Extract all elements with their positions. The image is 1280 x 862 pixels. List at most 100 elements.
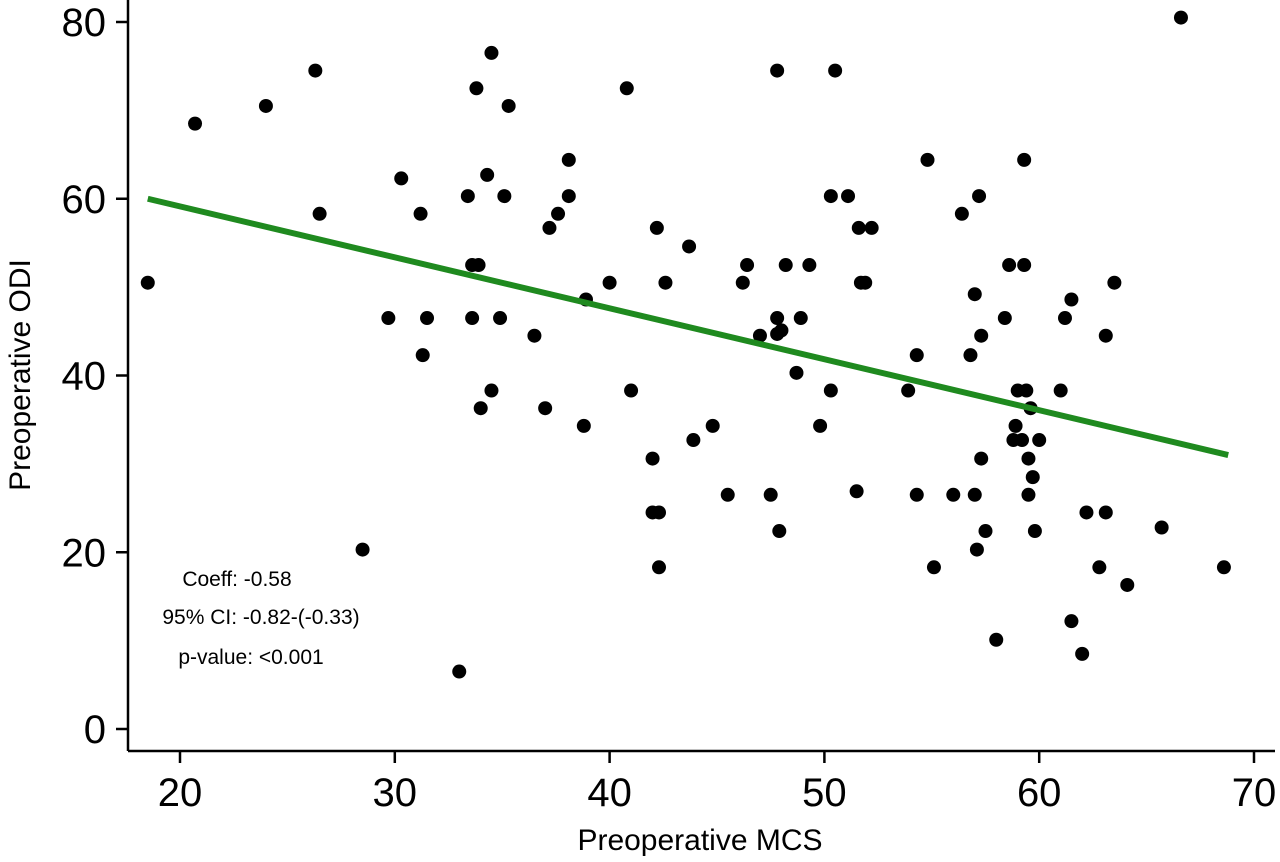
data-point [778, 258, 793, 273]
data-point [312, 206, 327, 221]
y-tick-label: 0 [84, 708, 106, 752]
data-point [752, 328, 767, 343]
data-point [658, 275, 673, 290]
annotation-coeff: Coeff: -0.58 [182, 568, 291, 591]
data-point [1216, 560, 1231, 575]
data-point [1053, 383, 1068, 398]
data-point [471, 258, 486, 273]
x-tick-label: 20 [158, 771, 203, 815]
regression-fit-line [147, 195, 1229, 458]
data-point [740, 258, 755, 273]
data-point [1027, 524, 1042, 539]
data-point [140, 275, 155, 290]
annotation-ci: 95% CI: -0.82-(-0.33) [162, 606, 359, 629]
data-point [460, 189, 475, 204]
data-point [413, 206, 428, 221]
data-point [1057, 311, 1072, 326]
data-point [909, 348, 924, 363]
data-point [484, 383, 499, 398]
data-point [493, 311, 508, 326]
data-point [308, 63, 323, 78]
annotation-pvalue: p-value: <0.001 [178, 646, 323, 669]
data-point [1120, 577, 1135, 592]
x-tick-label: 50 [802, 771, 847, 815]
data-point [720, 487, 735, 502]
data-point [381, 311, 396, 326]
data-point [682, 239, 697, 254]
data-point [497, 189, 512, 204]
data-point [652, 505, 667, 520]
data-point [188, 116, 203, 131]
data-point [1002, 258, 1017, 273]
data-point [1021, 451, 1036, 466]
x-axis-title: Preoperative MCS [577, 824, 822, 857]
data-point [989, 632, 1004, 647]
stats-annotation: Coeff: -0.58 95% CI: -0.82-(-0.33) p-val… [162, 568, 359, 669]
data-point [258, 98, 273, 113]
data-point [909, 487, 924, 502]
data-point [415, 348, 430, 363]
data-point [652, 560, 667, 575]
y-axis-title: Preoperative ODI [4, 259, 37, 491]
data-point [926, 560, 941, 575]
data-point [469, 81, 484, 96]
data-point [649, 220, 664, 235]
data-point [997, 311, 1012, 326]
data-point [972, 189, 987, 204]
data-point [1025, 470, 1040, 485]
data-point [561, 189, 576, 204]
x-axis: 20 30 40 50 60 70 [128, 749, 1277, 815]
plot-area [140, 10, 1231, 679]
data-point [705, 418, 720, 433]
data-point [774, 323, 789, 338]
data-point [1098, 505, 1113, 520]
x-tick-label: 70 [1232, 771, 1277, 815]
data-point [542, 220, 557, 235]
data-point [967, 487, 982, 502]
data-point [1008, 418, 1023, 433]
data-point [1173, 10, 1188, 25]
y-axis: 0 20 40 60 80 [62, 0, 130, 752]
data-point [619, 81, 634, 96]
data-point [602, 275, 617, 290]
data-point [967, 287, 982, 302]
x-tick-label: 60 [1017, 771, 1062, 815]
data-point [920, 152, 935, 167]
data-point [954, 206, 969, 221]
data-point [793, 311, 808, 326]
data-point [849, 484, 864, 499]
data-point [686, 433, 701, 448]
data-point [763, 487, 778, 502]
data-point [473, 401, 488, 416]
data-point [452, 664, 467, 679]
x-tick-label: 40 [587, 771, 632, 815]
data-point [355, 542, 370, 557]
data-point [969, 542, 984, 557]
data-point [813, 418, 828, 433]
data-point [1098, 328, 1113, 343]
data-point [1092, 560, 1107, 575]
data-point [770, 63, 785, 78]
data-point [394, 171, 409, 186]
data-point [772, 524, 787, 539]
data-point [823, 189, 838, 204]
data-point [1154, 520, 1169, 535]
data-point [551, 206, 566, 221]
data-point [1015, 433, 1030, 448]
data-point [1017, 258, 1032, 273]
data-point [1032, 433, 1047, 448]
data-point [1079, 505, 1094, 520]
data-point [858, 275, 873, 290]
data-point [828, 63, 843, 78]
data-point [1064, 614, 1079, 629]
data-point [1075, 646, 1090, 661]
y-tick-label: 20 [62, 531, 107, 575]
data-point [901, 383, 916, 398]
data-point [946, 487, 961, 502]
data-point [974, 328, 989, 343]
data-point [561, 152, 576, 167]
data-point [974, 451, 989, 466]
data-point [864, 220, 879, 235]
data-point [978, 524, 993, 539]
